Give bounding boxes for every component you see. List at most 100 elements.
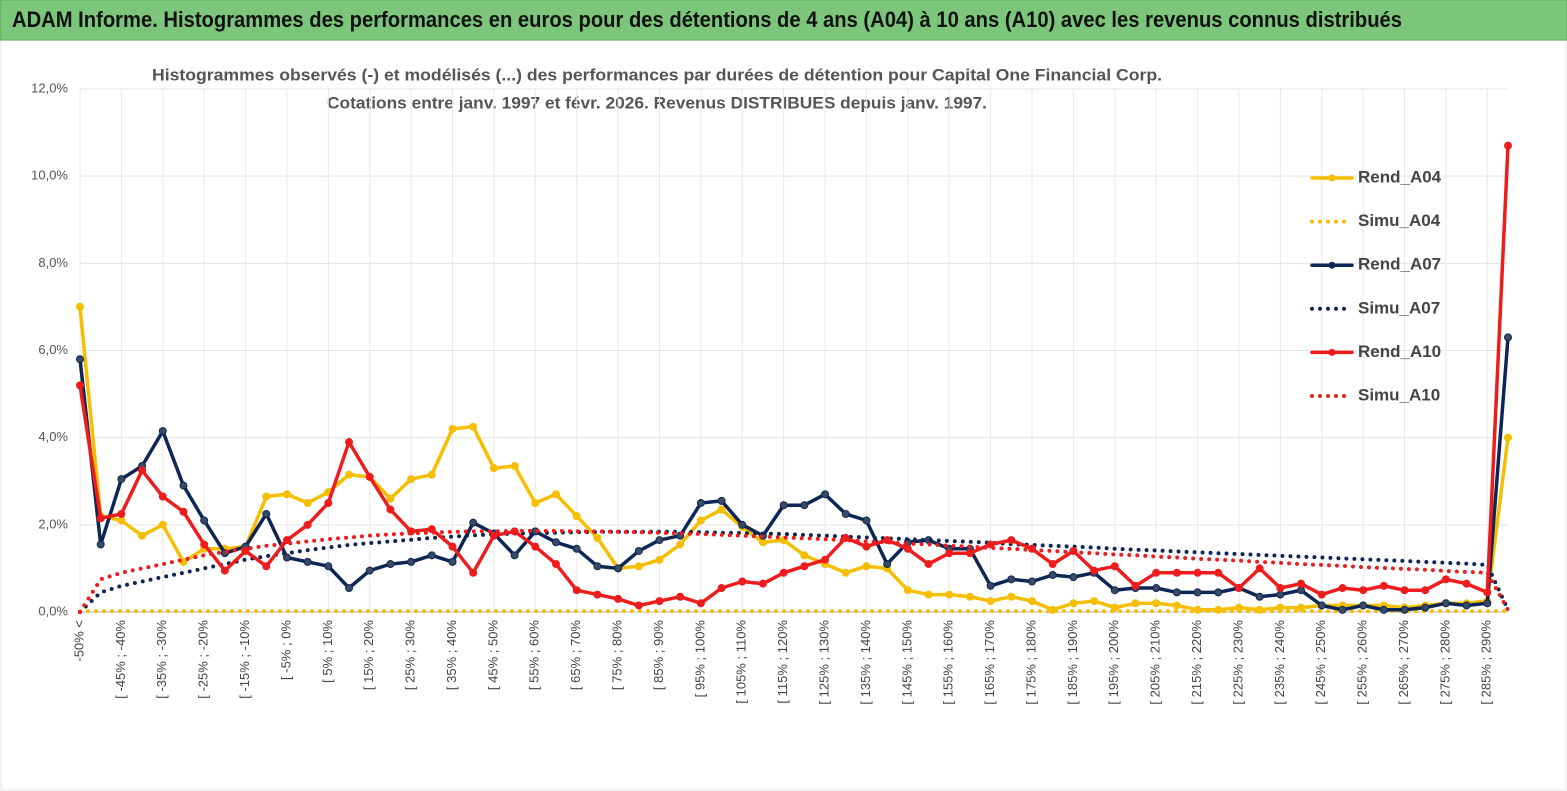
marker bbox=[758, 579, 767, 588]
marker bbox=[76, 355, 84, 364]
y-tick-label: 4,0% bbox=[38, 429, 68, 444]
x-tick-label: [ 85% ; 90% bbox=[651, 620, 666, 691]
marker bbox=[365, 472, 374, 481]
x-tick-label: [ -15% ; -10% bbox=[237, 620, 252, 699]
x-tick-label: [ 45% ; 50% bbox=[485, 620, 500, 691]
marker bbox=[1359, 586, 1368, 595]
marker bbox=[1193, 588, 1202, 597]
marker bbox=[1048, 570, 1057, 579]
grid bbox=[79, 88, 1508, 613]
marker bbox=[717, 505, 726, 514]
marker bbox=[572, 544, 581, 553]
marker bbox=[448, 557, 457, 566]
marker bbox=[1172, 601, 1181, 610]
marker bbox=[200, 516, 209, 525]
marker bbox=[593, 533, 602, 542]
x-tick-label: [ 235% ; 240% bbox=[1272, 620, 1287, 705]
marker bbox=[138, 466, 147, 475]
marker bbox=[1069, 573, 1078, 582]
x-tick-label: [ 125% ; 130% bbox=[816, 620, 831, 705]
legend-label: Rend_A07 bbox=[1358, 255, 1441, 274]
marker bbox=[986, 540, 995, 549]
x-tick-label: [ 185% ; 190% bbox=[1065, 620, 1080, 705]
marker bbox=[1152, 584, 1161, 593]
marker bbox=[779, 568, 788, 577]
marker bbox=[676, 592, 685, 601]
x-tick-label: [ 75% ; 80% bbox=[610, 620, 625, 691]
legend-label: Simu_A10 bbox=[1358, 385, 1440, 404]
marker bbox=[489, 531, 498, 540]
marker bbox=[717, 496, 726, 505]
line bbox=[78, 335, 1510, 612]
marker bbox=[1152, 599, 1161, 608]
marker bbox=[862, 516, 871, 525]
marker bbox=[676, 540, 685, 549]
marker bbox=[345, 438, 354, 447]
marker bbox=[1297, 586, 1306, 595]
marker bbox=[986, 581, 995, 590]
header-bar bbox=[0, 0, 1567, 41]
x-tick-label: [ 265% ; 270% bbox=[1396, 620, 1411, 705]
marker bbox=[634, 601, 643, 610]
marker bbox=[1007, 575, 1016, 584]
x-tick-label: [ 155% ; 160% bbox=[941, 620, 956, 705]
x-tick-label: -50% < bbox=[71, 620, 86, 662]
marker bbox=[117, 516, 126, 525]
marker bbox=[552, 490, 560, 499]
x-tick-label: [ 205% ; 210% bbox=[1148, 620, 1163, 705]
marker bbox=[200, 540, 209, 549]
marker bbox=[448, 542, 457, 551]
x-tick-label: [ 115% ; 120% bbox=[775, 620, 790, 704]
marker bbox=[1007, 536, 1016, 545]
marker bbox=[738, 520, 747, 529]
marker bbox=[1297, 579, 1306, 588]
marker bbox=[1338, 584, 1347, 593]
marker bbox=[1193, 568, 1202, 577]
x-tick-label: [ 135% ; 140% bbox=[858, 620, 873, 705]
marker bbox=[282, 536, 291, 545]
marker bbox=[1214, 588, 1223, 597]
y-tick-label: 12,0% bbox=[31, 80, 68, 95]
marker bbox=[1483, 588, 1492, 597]
marker bbox=[1048, 560, 1057, 569]
x-tick-label: [ 285% ; 290% bbox=[1479, 620, 1494, 705]
legend-label: Rend_A04 bbox=[1358, 167, 1442, 186]
marker bbox=[738, 577, 747, 586]
marker bbox=[262, 492, 271, 501]
marker bbox=[634, 562, 643, 571]
y-tick-label: 10,0% bbox=[31, 168, 68, 183]
x-tick-label: [ 275% ; 280% bbox=[1437, 620, 1452, 705]
marker bbox=[1400, 605, 1409, 614]
marker bbox=[158, 520, 167, 529]
marker bbox=[1234, 584, 1243, 593]
marker bbox=[407, 557, 416, 566]
marker bbox=[1297, 603, 1306, 612]
marker bbox=[1421, 603, 1430, 612]
marker bbox=[593, 562, 602, 571]
marker bbox=[552, 538, 560, 547]
legend-label: Simu_A04 bbox=[1358, 211, 1441, 230]
marker bbox=[1028, 577, 1036, 586]
marker bbox=[1483, 599, 1492, 608]
marker bbox=[800, 501, 809, 510]
marker bbox=[262, 509, 271, 518]
marker bbox=[1504, 333, 1512, 342]
marker bbox=[1462, 579, 1471, 588]
x-tick-label: [ 225% ; 230% bbox=[1230, 620, 1245, 705]
marker bbox=[945, 549, 954, 558]
marker bbox=[1110, 562, 1119, 571]
marker bbox=[386, 505, 395, 514]
marker bbox=[469, 422, 478, 431]
marker bbox=[1317, 601, 1326, 610]
marker bbox=[1338, 605, 1347, 614]
marker bbox=[1441, 599, 1450, 608]
marker bbox=[345, 470, 354, 479]
marker bbox=[469, 518, 478, 527]
plot bbox=[76, 141, 1512, 614]
x-tick-label: [ 195% ; 200% bbox=[1106, 620, 1121, 705]
marker bbox=[965, 592, 974, 601]
x-tick-label: [ 95% ; 100% bbox=[692, 620, 707, 698]
marker bbox=[614, 564, 623, 573]
marker bbox=[862, 562, 871, 571]
marker bbox=[1007, 592, 1016, 601]
